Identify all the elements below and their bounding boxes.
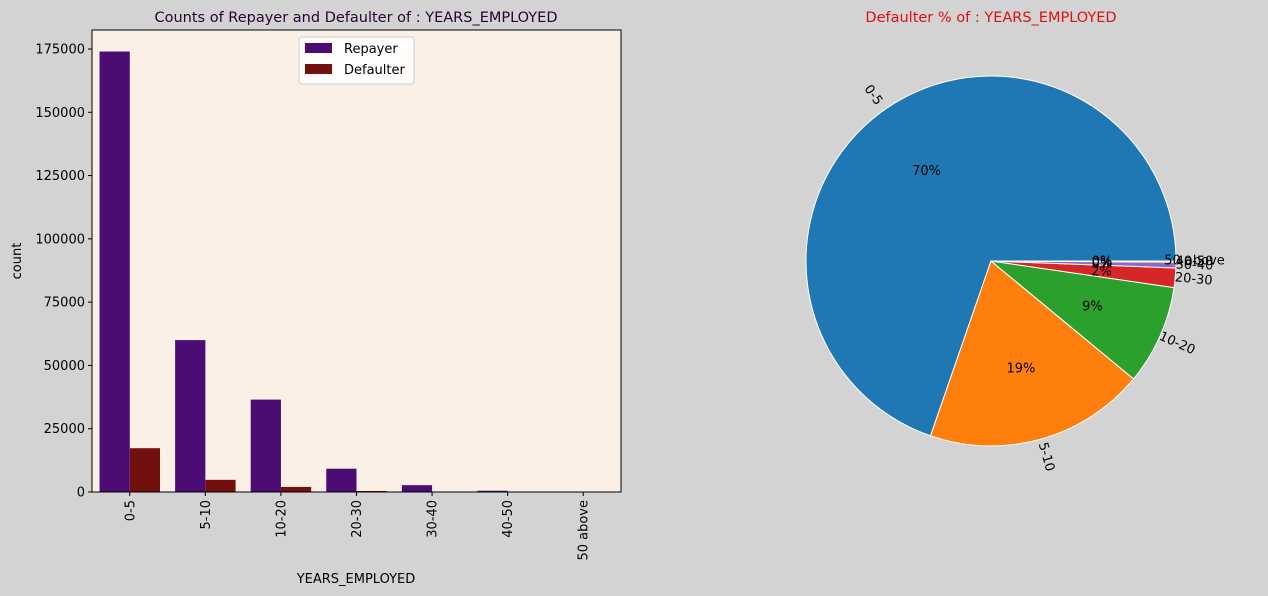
pie-pct-label: 9% <box>1082 300 1103 315</box>
bar-repayer <box>99 51 130 492</box>
x-tick-label: 20-30 <box>350 500 365 538</box>
x-tick-label: 0-5 <box>123 500 138 521</box>
pie-chart-title: Defaulter % of : YEARS_EMPLOYED <box>865 10 1116 26</box>
legend-swatch <box>305 43 332 53</box>
legend: Repayer Defaulter <box>298 36 415 85</box>
y-tick-label: 0 <box>77 486 85 501</box>
y-tick-label: 25000 <box>44 422 85 437</box>
pie-chart: Defaulter % of : YEARS_EMPLOYED 70% 0-5 19… <box>805 10 1225 473</box>
bar-chart: Counts of Repayer and Defaulter of : YEA… <box>10 10 622 587</box>
pie-slice <box>805 75 1177 437</box>
y-tick-label: 175000 <box>35 42 85 57</box>
pie-category-label: 10-20 <box>1157 329 1198 358</box>
legend-label: Defaulter <box>344 63 405 78</box>
x-tick-label: 50 above <box>577 500 592 561</box>
x-axis-label: YEARS_EMPLOYED <box>296 572 416 587</box>
bar-repayer <box>326 468 357 492</box>
pie-pct-label: 0% <box>1092 255 1113 270</box>
bar-repayer <box>401 485 433 492</box>
bar-defaulter <box>129 448 161 492</box>
y-tick-label: 75000 <box>44 296 85 311</box>
pie-pct-label: 0% <box>1092 257 1113 272</box>
x-tick-label: 5-10 <box>199 500 214 530</box>
x-tick-label: 30-40 <box>426 500 441 538</box>
pie-category-label: 50 above <box>1164 254 1225 269</box>
x-axis: 0-5 5-10 10-20 20-30 30-40 40-50 50 above <box>123 492 592 561</box>
pie-category-label: 30-40 <box>1175 258 1213 274</box>
y-tick-label: 100000 <box>35 232 85 247</box>
bar-plot-area <box>92 30 621 492</box>
pie-slice <box>990 260 1175 380</box>
bar-repayer <box>250 399 281 492</box>
pie-pct-label: 0% <box>1092 255 1113 270</box>
bar-defaulter <box>205 479 236 492</box>
pie-pct-label: 19% <box>1007 361 1036 376</box>
y-tick-label: 150000 <box>35 106 85 121</box>
y-axis-label: count <box>10 243 25 280</box>
pie-pct-label: 2% <box>1091 265 1112 280</box>
bar-marks <box>99 51 538 492</box>
pie-category-label: 0-5 <box>861 82 886 108</box>
y-tick-label: 50000 <box>44 359 85 374</box>
pie-slice <box>990 260 1177 263</box>
pie-category-label: 20-30 <box>1174 270 1213 288</box>
pie-pct-label: 70% <box>912 164 941 179</box>
pie-wedges <box>805 75 1177 447</box>
pie-slice <box>930 260 1135 447</box>
bar-repayer <box>175 340 206 492</box>
y-tick-label: 125000 <box>35 169 85 184</box>
bar-defaulter <box>356 490 387 492</box>
legend-label: Repayer <box>344 42 398 57</box>
legend-swatch <box>305 64 332 74</box>
y-axis: 0 25000 50000 75000 100000 125000 150000 175000 <box>35 42 92 501</box>
pie-category-label: 5-10 <box>1035 441 1057 473</box>
pie-category-label: 40-50 <box>1176 254 1214 269</box>
bar-defaulter <box>280 486 312 492</box>
bar-repayer <box>477 490 508 492</box>
x-tick-label: 10-20 <box>274 500 289 538</box>
x-tick-label: 40-50 <box>501 500 516 538</box>
bar-chart-title: Counts of Repayer and Defaulter of : YEA… <box>154 10 557 26</box>
